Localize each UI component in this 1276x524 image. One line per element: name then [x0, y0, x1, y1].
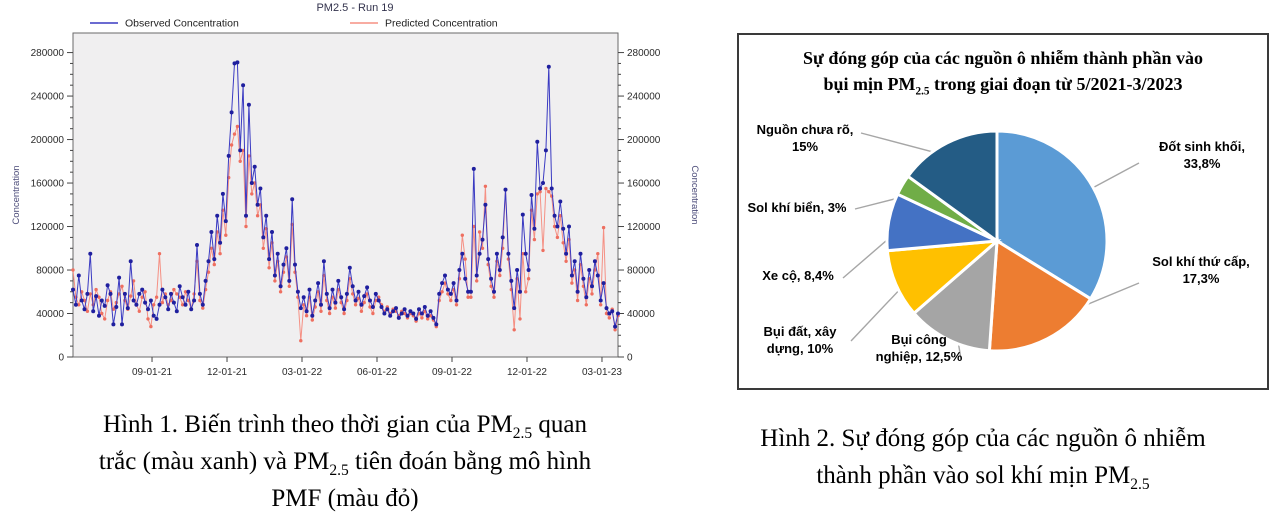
pie-slice-2 [911, 237, 999, 353]
x-axis-ticks: 09-01-21 12-01-21 03-01-22 06-01-22 09-01-22… [132, 357, 622, 378]
svg-text:12-01-21: 12-01-21 [207, 367, 247, 378]
pie-label-dot-sinh-khoi: Đốt sinh khối, 33,8% [1159, 139, 1245, 171]
timeseries-svg: PM2.5 - Run 19 Observed Concentration Pred… [11, 2, 700, 378]
svg-text:80000: 80000 [627, 266, 655, 277]
svg-text:12-01-22: 12-01-22 [507, 367, 547, 378]
legend-predicted-label: Predicted Concentration [385, 18, 498, 30]
figure2-caption-line2: thành phần vào sol khí mịn PM2.5 [816, 462, 1150, 493]
svg-text:160000: 160000 [627, 179, 661, 190]
y-axis-label-right: Concentration [689, 165, 700, 224]
timeseries-legend: Observed Concentration Predicted Concentr… [90, 18, 498, 30]
svg-text:240000: 240000 [31, 92, 65, 103]
pie-label-xe-co: Xe cộ, 8,4% [762, 268, 834, 283]
pie-title-line2: bụi mịn PM2.5 trong giai đoạn từ 5/2021-… [823, 74, 1183, 98]
figure1-caption-line1: Hình 1. Biến trình theo thời gian của PM… [103, 411, 587, 442]
figure1-caption-line3: PMF (màu đỏ) [271, 485, 419, 512]
svg-text:200000: 200000 [627, 135, 661, 146]
pie-title-line1: Sự đóng góp của các nguồn ô nhiễm thành … [803, 48, 1203, 68]
timeseries-title: PM2.5 - Run 19 [316, 2, 393, 14]
svg-text:160000: 160000 [31, 179, 65, 190]
svg-text:0: 0 [627, 353, 633, 364]
pie-slice-6 [905, 129, 999, 244]
svg-text:40000: 40000 [627, 309, 655, 320]
pie-chart-title: Sự đóng góp của các nguồn ô nhiễm thành … [739, 45, 1267, 97]
pie-slices [885, 129, 1109, 353]
svg-text:03-01-23: 03-01-23 [582, 367, 622, 378]
pie-svg [842, 129, 1140, 360]
svg-text:240000: 240000 [627, 92, 661, 103]
svg-text:09-01-22: 09-01-22 [432, 367, 472, 378]
figure1-caption-line2: trắc (màu xanh) và PM2.5 tiên đoán bằng … [98, 448, 592, 479]
svg-text:06-01-22: 06-01-22 [357, 367, 397, 378]
y-axis-label-left: Concentration [11, 165, 22, 224]
svg-text:40000: 40000 [36, 309, 64, 320]
svg-text:80000: 80000 [36, 266, 64, 277]
pie-label-nguon-chua-ro: Nguồn chưa rõ, 15% [756, 122, 854, 154]
svg-text:120000: 120000 [627, 222, 661, 233]
pie-chart-panel: Sự đóng góp của các nguồn ô nhiễm thành … [737, 33, 1269, 390]
pie-label-bui-cong-nghiep: Bụi công nghiệp, 12,5% [875, 332, 963, 364]
pie-label-sol-khi-thu-cap: Sol khí thứ cấp, 17,3% [1152, 254, 1250, 286]
pie-label-bui-dat-xay-dung: Bụi đất, xây dựng, 10% [763, 324, 837, 356]
legend-observed-label: Observed Concentration [125, 18, 239, 30]
svg-text:0: 0 [58, 353, 64, 364]
svg-text:09-01-21: 09-01-21 [132, 367, 172, 378]
figure1-caption: Hình 1. Biến trình theo thời gian của PM… [25, 406, 665, 517]
svg-text:03-01-22: 03-01-22 [282, 367, 322, 378]
pie-label-sol-khi-bien: Sol khí biển, 3% [747, 200, 847, 215]
svg-text:280000: 280000 [627, 48, 661, 59]
pm25-timeseries-chart: PM2.5 - Run 19 Observed Concentration Pred… [5, 0, 705, 396]
svg-text:120000: 120000 [31, 222, 65, 233]
observed-series [71, 60, 620, 329]
svg-text:200000: 200000 [31, 135, 65, 146]
figure2-caption: Hình 2. Sự đóng góp của các nguồn ô nhiễ… [688, 420, 1276, 494]
figure2-caption-line1: Hình 2. Sự đóng góp của các nguồn ô nhiễ… [760, 425, 1206, 452]
svg-text:280000: 280000 [31, 48, 65, 59]
y-axis-ticks: 0 0 40000 40000 80000 80000 120000 120000 160000… [31, 48, 661, 363]
pie-slice-1 [987, 238, 1093, 353]
